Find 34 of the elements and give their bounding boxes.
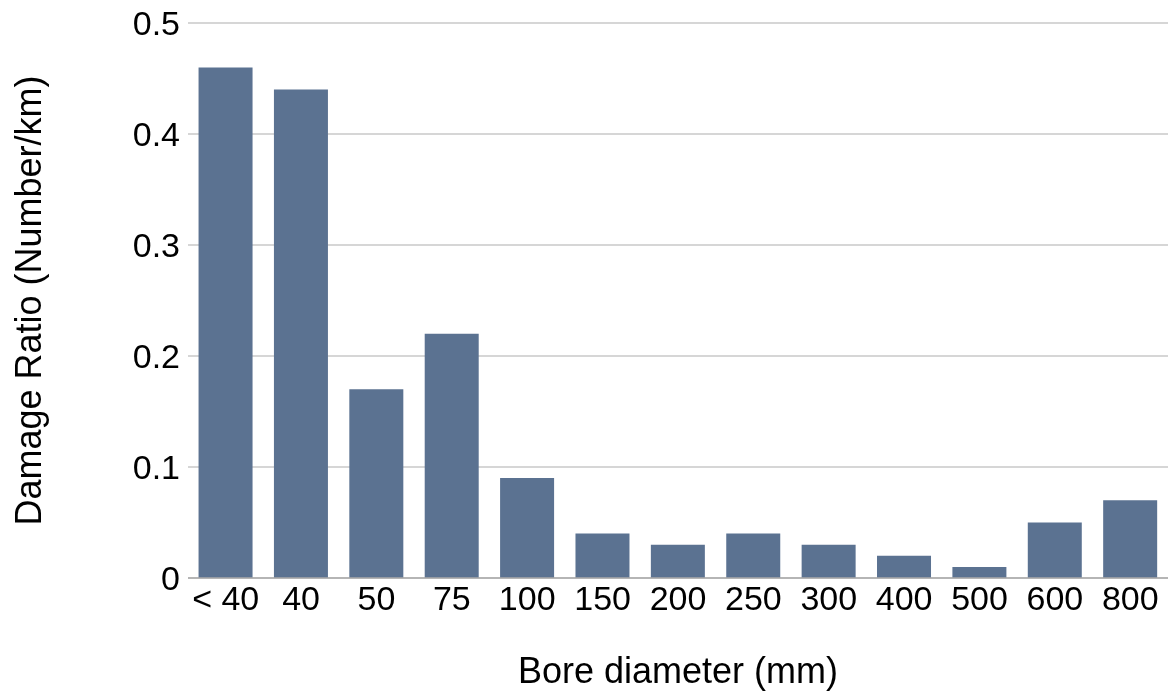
bar — [877, 555, 932, 578]
y-tick-label: 0.3 — [132, 226, 180, 265]
x-tick-label: 75 — [432, 579, 471, 618]
y-axis-title: Damage Ratio (Number/km) — [7, 75, 49, 526]
bar — [349, 389, 404, 578]
bar — [1027, 522, 1082, 578]
bar — [424, 333, 479, 578]
y-tick-label: 0.1 — [132, 448, 180, 487]
x-tick-label: 500 — [951, 579, 1008, 618]
bar — [198, 67, 253, 578]
x-tick-label: 100 — [498, 579, 556, 618]
x-tick-label: < 40 — [192, 579, 260, 618]
x-tick-label: 50 — [357, 579, 396, 618]
x-axis-title: Bore diameter (mm) — [517, 650, 839, 691]
bar — [952, 566, 1007, 578]
bar — [650, 544, 705, 578]
y-tick-label: 0 — [161, 559, 180, 598]
bar — [273, 89, 328, 578]
bar — [500, 478, 555, 578]
x-tick-label: 40 — [282, 579, 320, 618]
x-tick-label: 200 — [649, 579, 707, 618]
bar — [1103, 500, 1158, 578]
x-tick-label: 250 — [725, 579, 782, 618]
x-tick-label: 600 — [1026, 579, 1084, 618]
bar — [801, 544, 856, 578]
x-tick-label: 150 — [574, 579, 631, 618]
y-tick-label: 0.2 — [132, 337, 180, 376]
x-tick-label: 800 — [1101, 579, 1159, 618]
x-tick-label: 300 — [800, 579, 858, 618]
x-tick-label: 400 — [875, 579, 933, 618]
bar — [575, 533, 630, 578]
y-tick-label: 0.4 — [132, 115, 180, 154]
bar — [726, 533, 781, 578]
y-tick-label: 0.5 — [132, 4, 180, 43]
